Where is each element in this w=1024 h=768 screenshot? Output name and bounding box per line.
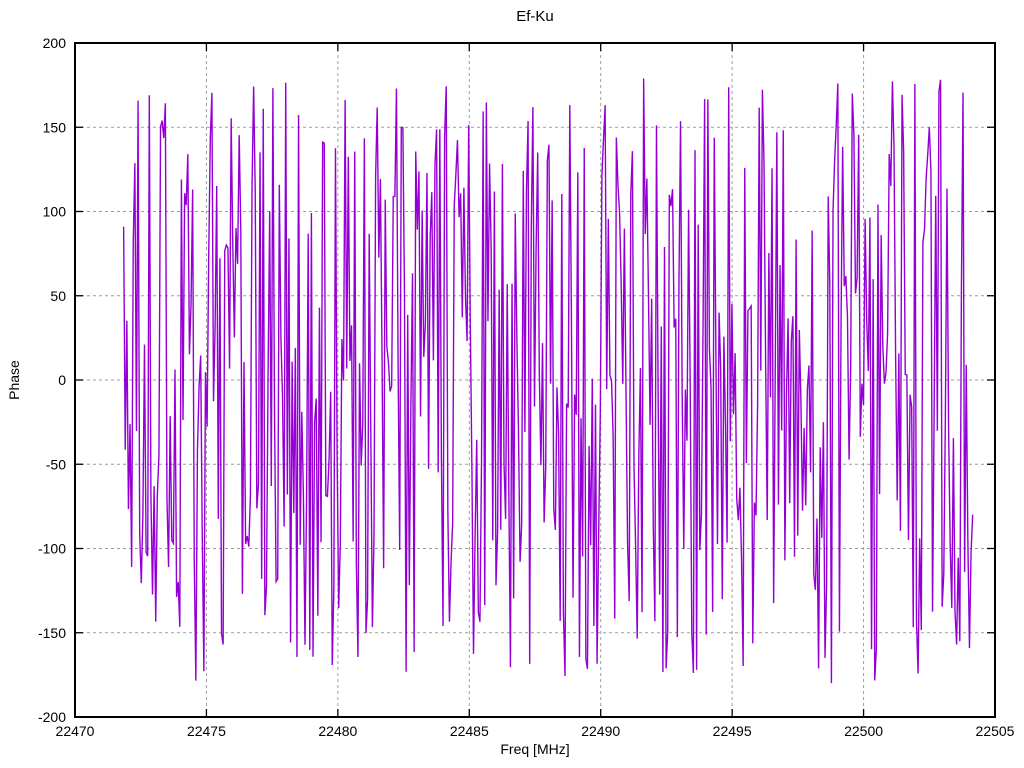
plot-border (74, 42, 996, 718)
y-tick-label: -100 (38, 541, 66, 557)
x-tick-label: 22470 (56, 723, 95, 739)
x-tick-label: 22485 (450, 723, 489, 739)
y-tick-label: 50 (50, 288, 66, 304)
y-tick-label: -200 (38, 709, 66, 725)
y-tick-label: 0 (58, 372, 66, 388)
x-axis-title: Freq [MHz] (500, 741, 570, 757)
y-tick-label: -150 (38, 625, 66, 641)
x-tick-label: 22505 (976, 723, 1015, 739)
y-tick-label: -50 (46, 456, 66, 472)
x-tick-label: 22490 (581, 723, 620, 739)
x-tick-label: 22475 (187, 723, 226, 739)
chart-title: Ef-Ku (516, 8, 554, 25)
phase-trace (122, 78, 974, 684)
y-axis-title: Phase (6, 360, 22, 400)
y-tick-label: 100 (43, 204, 67, 220)
y-tick-label: 150 (43, 119, 67, 135)
x-tick-label: 22495 (713, 723, 752, 739)
x-tick-label: 22480 (318, 723, 357, 739)
y-tick-label: 200 (43, 35, 67, 51)
x-tick-label: 22500 (844, 723, 883, 739)
